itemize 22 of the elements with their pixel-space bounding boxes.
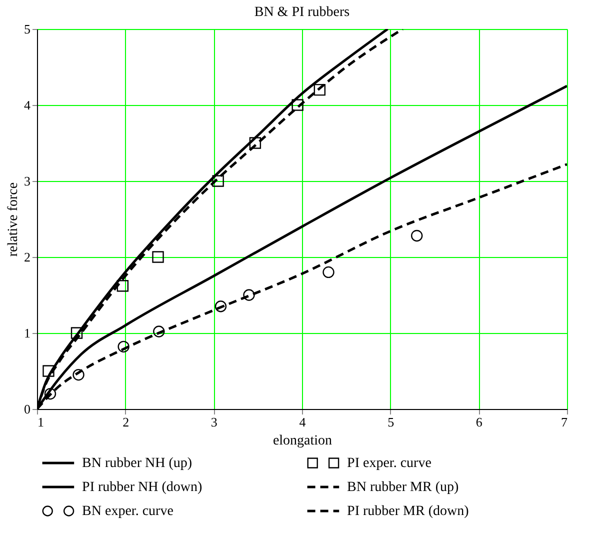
chart-title: BN & PI rubbers [254, 5, 350, 20]
x-tick-label: 6 [476, 414, 483, 430]
x-tick-label: 7 [561, 414, 568, 430]
x-tick-label: 2 [122, 414, 130, 430]
x-tick-label: 3 [210, 414, 218, 430]
legend-label: BN exper. curve [82, 504, 174, 519]
legend-label: PI exper. curve [347, 456, 432, 471]
y-tick-label: 2 [24, 250, 30, 264]
y-tick-label: 5 [24, 22, 30, 36]
y-axis-title: relative force [6, 182, 21, 257]
legend-label: PI rubber NH (down) [82, 480, 203, 495]
x-axis-title: elongation [272, 434, 332, 448]
y-tick-label: 0 [24, 402, 30, 416]
y-tick-label: 3 [24, 174, 30, 188]
y-tick-label: 4 [24, 98, 31, 112]
y-tick-label: 1 [24, 326, 30, 340]
x-tick-label: 4 [299, 414, 306, 430]
x-tick-label: 5 [388, 414, 394, 430]
legend-label: PI rubber MR (down) [347, 504, 470, 519]
legend-label: BN rubber NH (up) [82, 456, 192, 471]
x-tick-label: 1 [38, 414, 44, 430]
legend-label: BN rubber MR (up) [347, 480, 459, 495]
